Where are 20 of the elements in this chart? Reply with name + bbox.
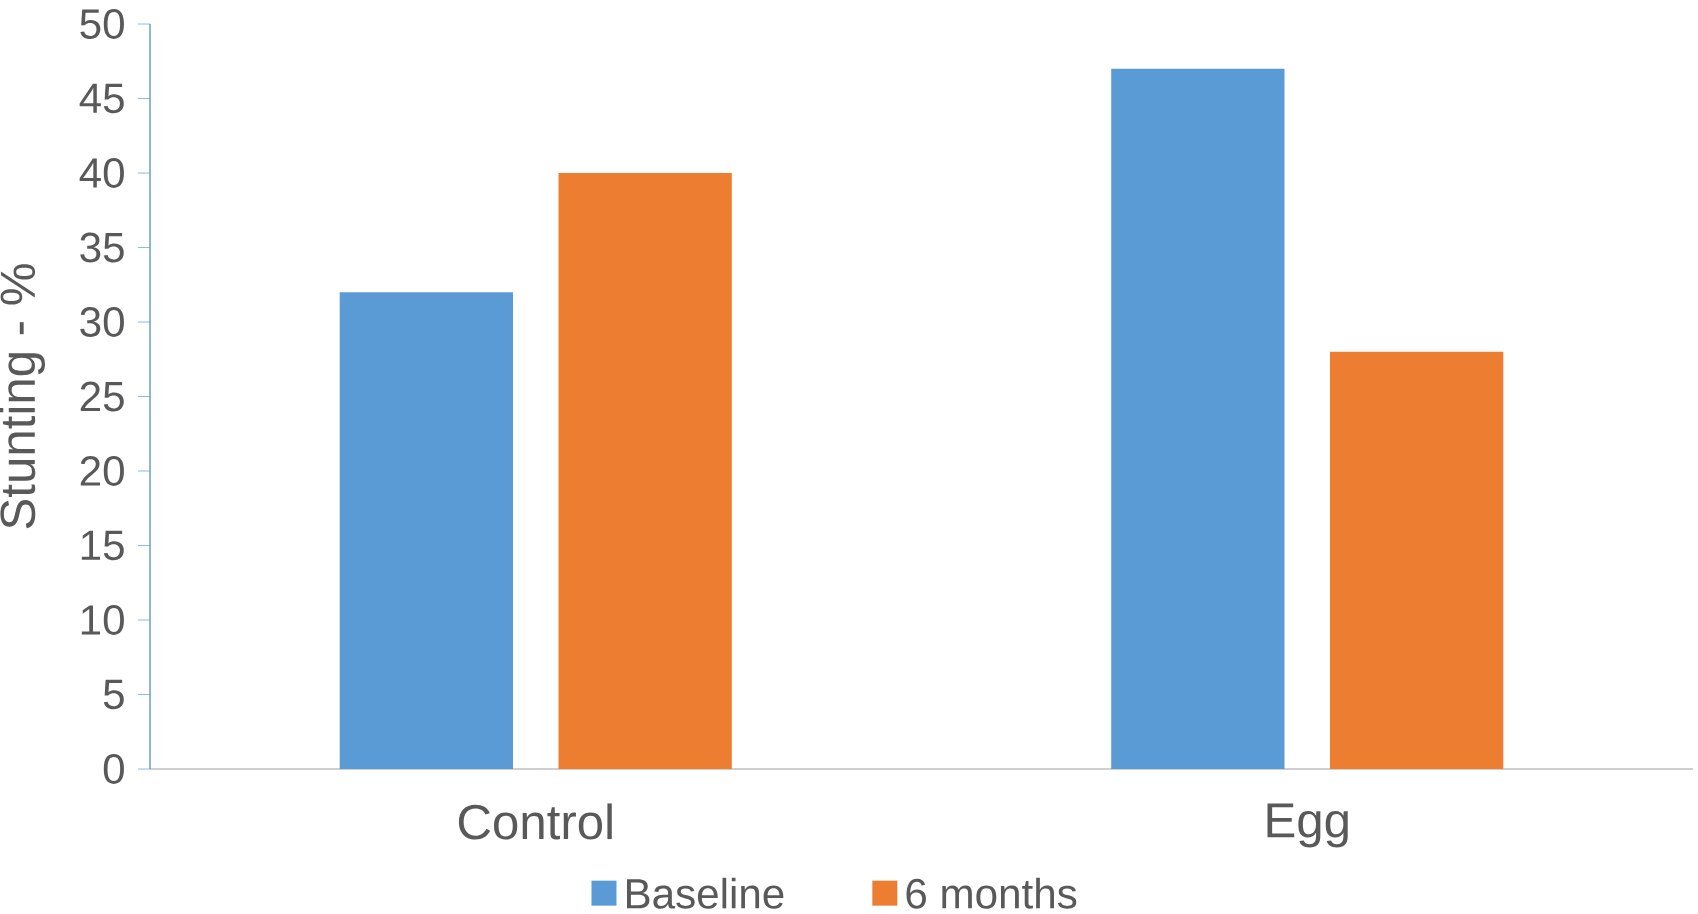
bar [1111, 68, 1285, 770]
y-tick-label: 25 [80, 381, 124, 412]
bar [339, 292, 514, 770]
y-tick-label: 0 [103, 754, 124, 784]
legend-label: Baseline [626, 877, 784, 909]
y-tick-label: 30 [80, 307, 124, 337]
legend-label: 6 months [906, 877, 1077, 909]
y-axis-title: Stunting - % [0, 264, 45, 529]
y-tick-label: 45 [79, 83, 124, 114]
y-tick-label: 40 [79, 158, 124, 188]
bar [558, 173, 732, 770]
y-tick-label: 20 [80, 456, 124, 486]
x-tick-label: Control [458, 803, 612, 840]
y-tick-label: 15 [81, 530, 124, 561]
y-tick-label: 10 [81, 605, 124, 635]
y-tick-label: 50 [80, 9, 124, 39]
bar [1330, 351, 1504, 770]
y-tick-label: 35 [80, 232, 124, 263]
x-tick-label: Egg [1267, 803, 1348, 848]
y-tick-label: 5 [103, 679, 124, 710]
